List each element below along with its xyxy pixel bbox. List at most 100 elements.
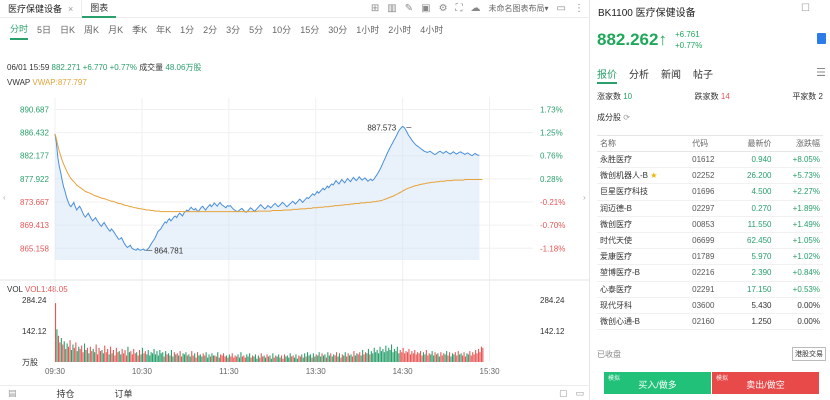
- volume-bar: [292, 355, 294, 362]
- buy-button[interactable]: 模拟 买入/做多: [604, 372, 711, 394]
- table-row[interactable]: 心泰医疗 02291 17.150 +0.53%: [597, 281, 823, 298]
- table-row[interactable]: 现代牙科 03600 5.430 0.00%: [597, 297, 823, 314]
- timeframe-item[interactable]: 5分: [249, 25, 264, 35]
- volume-bar: [123, 353, 125, 362]
- timeframe-item[interactable]: 季K: [132, 25, 148, 35]
- volume-bar: [152, 353, 154, 362]
- timeframe-item[interactable]: 4小时: [420, 25, 444, 35]
- stock-chg: +1.49%: [774, 216, 823, 233]
- timeframe-item[interactable]: 1小时: [356, 25, 380, 35]
- table-row[interactable]: 永胜医疗 01612 0.940 +8.05%: [597, 151, 823, 169]
- tab-symbol[interactable]: 医疗保健设备 ×: [0, 0, 83, 18]
- tab-holdings[interactable]: 持仓: [56, 388, 75, 399]
- bookmark-icon[interactable]: [817, 33, 826, 44]
- col-price[interactable]: 最新价: [730, 135, 775, 152]
- timeframe-item[interactable]: 周K: [84, 25, 100, 35]
- bar-chart-icon[interactable]: ▥: [387, 3, 397, 14]
- volume-bar: [95, 344, 97, 362]
- stock-name: 微创医疗: [597, 216, 690, 233]
- volume-bar: [188, 354, 190, 362]
- volume-bar: [62, 344, 64, 362]
- timeframe-item[interactable]: 3分: [226, 25, 241, 35]
- timeframe-item[interactable]: 1分: [180, 25, 195, 35]
- volume-bar: [437, 353, 439, 362]
- volume-bar: [393, 348, 395, 362]
- timeframe-item[interactable]: 月K: [108, 25, 124, 35]
- chevron-right-icon[interactable]: ›: [583, 193, 586, 202]
- tab-analysis[interactable]: 分析: [629, 70, 649, 81]
- volume-bar: [72, 344, 74, 362]
- volume-bar: [473, 354, 475, 362]
- sell-button[interactable]: 模拟 卖出/做空: [712, 372, 819, 394]
- more-icon[interactable]: ⋮: [574, 3, 584, 14]
- tab-orders[interactable]: 订单: [114, 388, 133, 399]
- col-name[interactable]: 名称: [597, 135, 690, 152]
- timeframe-item[interactable]: 分时: [10, 20, 29, 40]
- close-icon[interactable]: ×: [68, 3, 74, 14]
- tab-news[interactable]: 新闻: [661, 70, 681, 81]
- chat-icon[interactable]: ▢: [558, 387, 568, 398]
- timeframe-item[interactable]: 30分: [328, 25, 348, 35]
- draw-icon[interactable]: ✎: [404, 3, 414, 14]
- vwap-value: VWAP:877.797: [32, 78, 87, 87]
- volume-bar: [266, 354, 268, 362]
- grid-icon[interactable]: ⊞: [370, 3, 380, 14]
- volume-bar: [470, 355, 472, 362]
- timeframe-item[interactable]: 日K: [60, 25, 76, 35]
- timeframe-item[interactable]: 15分: [300, 25, 320, 35]
- stock-code: 02160: [689, 313, 731, 331]
- hk-trade-button[interactable]: 港股交易: [792, 347, 826, 361]
- volume-bar: [146, 354, 148, 362]
- timeframe-item[interactable]: 10分: [272, 25, 292, 35]
- volume-bar: [78, 346, 80, 362]
- cloud-icon[interactable]: ☁: [470, 3, 481, 14]
- window-icon[interactable]: ▭: [575, 387, 584, 398]
- table-row[interactable]: 微创心通-B 02160 1.250 0.00%: [597, 313, 823, 331]
- volume-bar: [453, 354, 455, 362]
- star-icon: ★: [650, 171, 658, 181]
- tab-quote[interactable]: 报价: [597, 66, 617, 84]
- timeframe-item[interactable]: 2小时: [388, 25, 412, 35]
- stock-code: 03600: [689, 297, 731, 314]
- table-row[interactable]: 时代天使 06699 62.450 +1.05%: [597, 232, 823, 250]
- col-code[interactable]: 代码: [689, 135, 731, 152]
- volume-bar: [147, 350, 149, 362]
- chevron-left-icon[interactable]: ‹: [3, 193, 6, 202]
- volume-bar: [130, 351, 132, 362]
- table-row[interactable]: 巨星医疗科技 01696 4.500 +2.27%: [597, 183, 823, 201]
- intraday-chart[interactable]: 890.687 1.73% 886.432 1.25% 882.177 0.76% 877.…: [0, 90, 590, 380]
- timeframe-item[interactable]: 2分: [203, 25, 218, 35]
- tab-chart[interactable]: 图表: [82, 0, 117, 18]
- table-row[interactable]: 润迈德-B 02297 0.270 +1.89%: [597, 200, 823, 217]
- image-icon[interactable]: ▣: [421, 3, 431, 14]
- volume-bar: [396, 346, 398, 362]
- volume-bar: [269, 355, 271, 362]
- layout-selector[interactable]: 未命名图表布局▾: [488, 4, 549, 13]
- watchlist-icon[interactable]: ☐: [801, 3, 810, 14]
- volume-bar: [220, 354, 222, 362]
- table-row[interactable]: 堃博医疗-B 02216 2.390 +0.84%: [597, 264, 823, 282]
- volume-bar: [218, 357, 220, 362]
- volume-bar: [343, 355, 345, 362]
- volume-bar: [84, 343, 86, 362]
- volume-bar: [385, 345, 387, 362]
- table-row[interactable]: 微创医疗 00853 11.550 +1.49%: [597, 216, 823, 233]
- volume-bar: [212, 355, 214, 362]
- volume-bar: [198, 355, 200, 362]
- tab-posts[interactable]: 帖子: [693, 70, 713, 81]
- table-row[interactable]: 微创机器人-B ★ 02252 26.200 +5.73%: [597, 167, 823, 185]
- refresh-icon[interactable]: ⟳: [623, 113, 630, 122]
- table-header-row: 名称 代码 最新价 涨跌幅: [597, 135, 823, 152]
- col-chg[interactable]: 涨跌幅: [774, 135, 823, 152]
- fullscreen-icon[interactable]: ⛶: [455, 3, 463, 14]
- volume-bar: [454, 352, 456, 362]
- menu-icon[interactable]: ☰: [816, 67, 826, 79]
- timeframe-item[interactable]: 年K: [156, 25, 172, 35]
- table-row[interactable]: 爱康医疗 01789 5.970 +1.02%: [597, 248, 823, 266]
- gear-icon[interactable]: ⚙: [438, 3, 448, 14]
- timeframe-item[interactable]: 5日: [37, 25, 52, 35]
- panel-icon[interactable]: ▤: [8, 387, 17, 398]
- bottom-bar: ▤ 持仓 订单 ▢ ▭: [0, 385, 590, 400]
- window-icon[interactable]: ▭: [556, 3, 566, 14]
- volume-bar: [169, 355, 171, 362]
